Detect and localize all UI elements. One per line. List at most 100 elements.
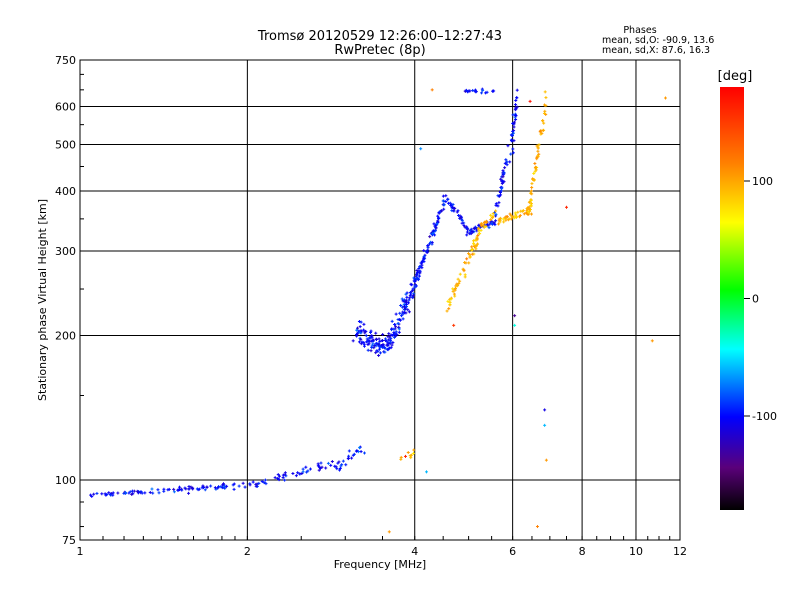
data-point — [387, 338, 391, 342]
data-point — [515, 105, 519, 109]
data-point — [449, 203, 453, 207]
data-point — [494, 219, 498, 223]
data-point — [404, 292, 408, 296]
data-point — [449, 297, 453, 301]
data-point — [385, 339, 389, 343]
data-point — [480, 91, 484, 95]
data-point — [339, 464, 343, 468]
data-point — [417, 274, 421, 278]
data-point — [383, 346, 387, 350]
data-point — [508, 217, 512, 221]
x-tick-label: 4 — [411, 545, 418, 558]
data-point — [223, 486, 227, 490]
data-point — [514, 98, 518, 102]
data-point — [403, 307, 407, 311]
data-point — [404, 454, 408, 458]
data-point — [308, 467, 312, 471]
data-point — [506, 144, 510, 148]
data-point — [277, 474, 281, 478]
data-point — [378, 351, 382, 355]
data-point — [350, 456, 354, 460]
data-point — [463, 225, 467, 229]
data-point — [494, 209, 498, 213]
data-point — [535, 144, 539, 148]
data-point — [334, 465, 338, 469]
data-point — [359, 342, 363, 346]
data-point — [530, 185, 534, 189]
data-point — [458, 279, 462, 283]
data-point — [150, 487, 154, 491]
data-point — [351, 339, 355, 343]
data-point — [455, 284, 459, 288]
data-point — [92, 492, 96, 496]
data-point — [512, 129, 516, 133]
data-point — [513, 314, 517, 318]
data-point — [490, 222, 494, 226]
data-point — [489, 218, 493, 222]
data-point — [214, 487, 218, 491]
data-point — [393, 332, 397, 336]
data-point — [412, 448, 416, 452]
data-point — [189, 485, 193, 489]
data-point — [378, 344, 382, 348]
data-point — [276, 476, 280, 480]
data-point — [359, 320, 363, 324]
data-point — [371, 338, 375, 342]
data-point — [468, 255, 472, 259]
data-point — [355, 326, 359, 330]
data-point — [440, 209, 444, 213]
data-point — [398, 311, 402, 315]
data-point — [362, 322, 366, 326]
data-point — [535, 525, 539, 529]
data-point — [394, 325, 398, 329]
data-point — [225, 484, 229, 488]
data-point — [531, 177, 535, 181]
data-point — [505, 163, 509, 167]
data-point — [301, 470, 305, 474]
data-point — [116, 491, 120, 495]
data-point — [529, 189, 533, 193]
data-point — [262, 481, 266, 485]
data-point — [395, 333, 399, 337]
data-point — [477, 223, 481, 227]
data-point — [489, 213, 493, 217]
data-point — [140, 491, 144, 495]
data-point — [409, 292, 413, 296]
data-point — [370, 339, 374, 343]
data-point — [369, 330, 373, 334]
data-point — [419, 147, 423, 151]
data-point — [400, 297, 404, 301]
data-point — [498, 191, 502, 195]
data-points — [89, 87, 667, 534]
data-point — [529, 198, 533, 202]
data-point — [187, 487, 191, 491]
data-point — [397, 330, 401, 334]
data-point — [415, 268, 419, 272]
data-point — [127, 491, 131, 495]
stats-line-x: mean, sd,X: 87.6, 16.3 — [602, 45, 710, 56]
data-point — [237, 484, 241, 488]
data-point — [483, 220, 487, 224]
data-point — [515, 88, 519, 92]
data-point — [251, 480, 255, 484]
data-point — [535, 155, 539, 159]
data-point — [355, 334, 359, 338]
data-point — [399, 314, 403, 318]
data-point — [470, 245, 474, 249]
data-point — [428, 235, 432, 239]
data-point — [530, 182, 534, 186]
data-point — [469, 248, 473, 252]
data-point — [468, 231, 472, 235]
data-point — [406, 301, 410, 305]
grid — [80, 60, 680, 540]
data-point — [452, 323, 456, 327]
data-point — [446, 299, 450, 303]
data-point — [385, 343, 389, 347]
data-point — [477, 229, 481, 233]
data-point — [503, 216, 507, 220]
data-point — [324, 466, 328, 470]
data-point — [422, 249, 426, 253]
data-point — [254, 482, 258, 486]
data-point — [451, 289, 455, 293]
data-point — [394, 312, 398, 316]
